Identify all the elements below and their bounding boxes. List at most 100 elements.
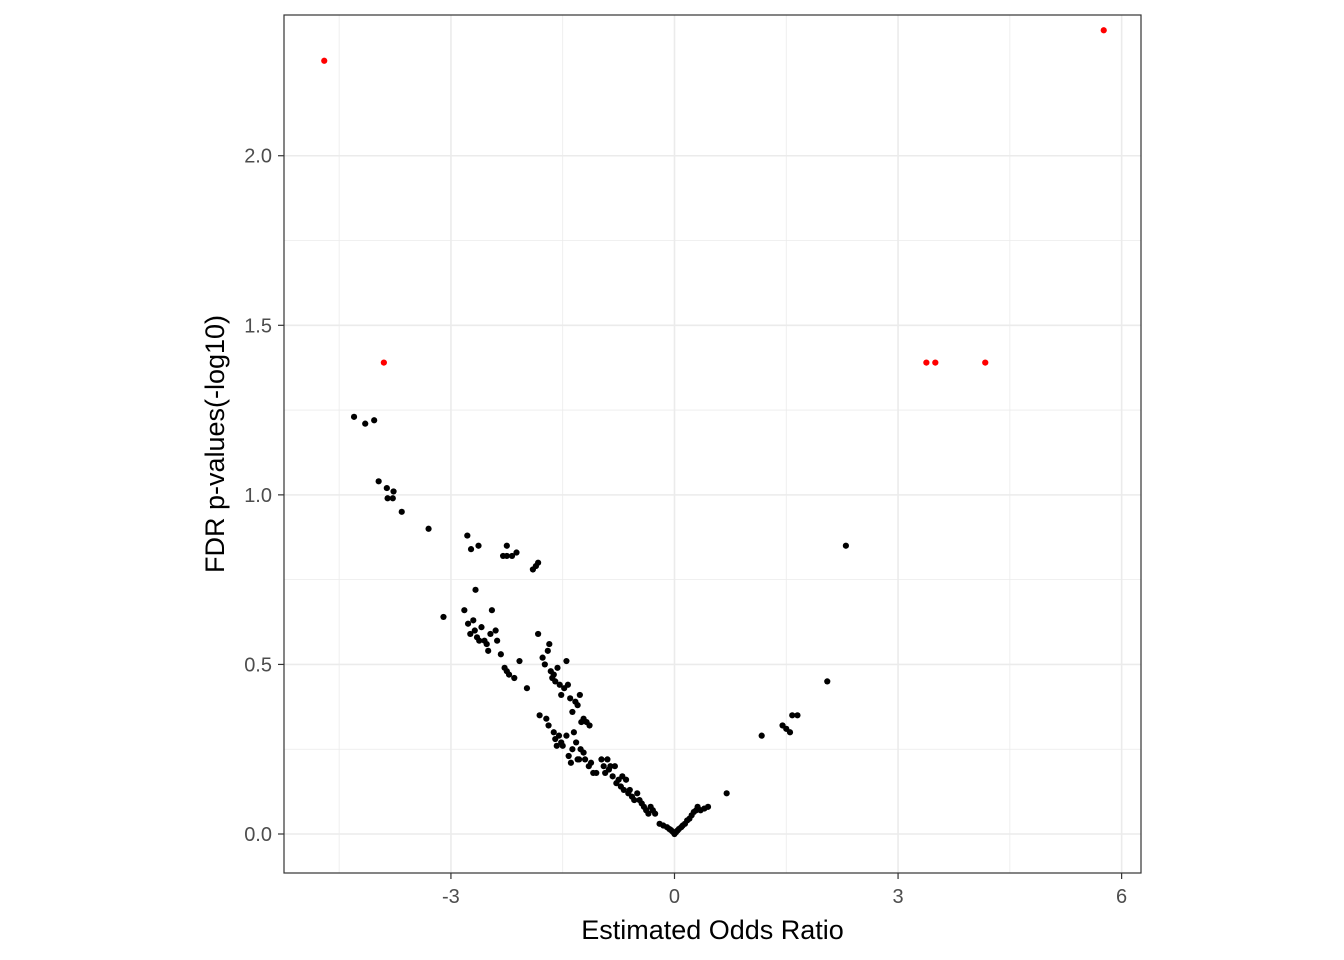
data-point	[598, 756, 605, 763]
data-point	[464, 620, 472, 627]
x-tick-label: 3	[892, 886, 903, 908]
significant-point	[380, 359, 387, 366]
data-point	[554, 664, 561, 671]
data-point	[371, 417, 378, 424]
data-point	[375, 478, 382, 485]
data-point	[362, 420, 369, 427]
data-point	[478, 624, 485, 631]
data-point	[587, 759, 595, 766]
data-point	[559, 742, 566, 749]
data-point	[631, 796, 638, 804]
data-point	[611, 763, 618, 770]
data-point	[558, 691, 565, 699]
data-point	[384, 495, 391, 502]
data-point	[786, 729, 794, 736]
grid-lines	[284, 15, 1141, 873]
data-point	[824, 678, 831, 685]
data-point	[503, 552, 510, 560]
x-tick-label: 0	[669, 886, 680, 908]
data-point	[622, 776, 630, 783]
data-point	[485, 647, 492, 654]
data-point	[794, 712, 801, 719]
data-point	[389, 495, 396, 502]
significant-point	[321, 57, 328, 64]
data-point	[704, 803, 712, 810]
data-point	[488, 607, 496, 614]
data-point	[467, 546, 475, 553]
y-axis-title: FDR p-values(-log10)	[200, 315, 230, 573]
data-point	[576, 756, 583, 763]
significant-point	[1100, 27, 1107, 34]
data-point	[505, 671, 513, 678]
data-point	[487, 630, 494, 638]
data-point	[516, 657, 523, 665]
data-point	[494, 637, 501, 644]
data-point	[555, 732, 563, 739]
data-point	[470, 617, 477, 624]
panel-border	[283, 14, 1142, 874]
data-point	[723, 790, 730, 797]
data-point	[758, 732, 765, 739]
significant-point	[923, 359, 930, 366]
data-point	[543, 715, 550, 722]
data-point	[539, 654, 546, 661]
data-point	[513, 549, 520, 556]
data-point	[645, 810, 652, 817]
data-point	[576, 691, 583, 699]
data-point	[383, 484, 390, 492]
data-point	[350, 413, 358, 420]
data-point	[564, 681, 572, 688]
data-point	[581, 756, 589, 763]
data-point	[475, 542, 482, 549]
data-point	[476, 637, 483, 644]
data-point	[497, 651, 504, 658]
data-point	[789, 712, 796, 719]
data-point	[398, 508, 405, 515]
y-tick-label: 0.0	[244, 824, 272, 846]
data-point	[546, 640, 553, 648]
data-point	[464, 532, 471, 539]
data-point	[550, 671, 557, 678]
data-point	[565, 752, 572, 760]
data-point	[563, 732, 570, 739]
data-points	[321, 27, 1107, 838]
data-point	[567, 759, 575, 766]
data-point	[483, 640, 490, 648]
data-point	[492, 627, 499, 634]
data-point	[545, 722, 552, 729]
data-point	[609, 773, 616, 780]
data-point	[467, 630, 474, 638]
data-point	[600, 763, 607, 770]
data-point	[620, 786, 627, 794]
data-point	[593, 769, 600, 777]
data-point	[390, 488, 397, 495]
data-point	[523, 685, 531, 692]
significant-point	[982, 359, 989, 366]
data-point	[536, 712, 543, 719]
data-point	[553, 742, 560, 749]
data-point	[552, 678, 559, 685]
data-point	[569, 708, 576, 716]
data-point	[634, 790, 641, 797]
data-point	[573, 739, 580, 746]
data-point	[535, 630, 542, 638]
data-point	[570, 729, 577, 736]
y-tick-label: 1.5	[244, 315, 272, 337]
axis-ticks: -3 0 3 6 0.0 0.5 1.0 1.5 2.0	[244, 146, 1127, 908]
data-point	[511, 674, 518, 682]
data-point	[604, 756, 611, 763]
data-point	[508, 552, 516, 560]
data-point	[586, 722, 593, 729]
data-point	[569, 746, 576, 753]
y-tick-label: 1.0	[244, 485, 272, 507]
x-axis-title: Estimated Odds Ratio	[581, 915, 844, 945]
data-point	[471, 627, 478, 634]
data-point	[550, 729, 557, 736]
data-point	[503, 542, 510, 549]
data-point	[556, 681, 563, 688]
data-point	[563, 657, 570, 665]
data-point	[472, 586, 479, 593]
data-point	[461, 607, 468, 614]
data-point	[652, 810, 659, 817]
